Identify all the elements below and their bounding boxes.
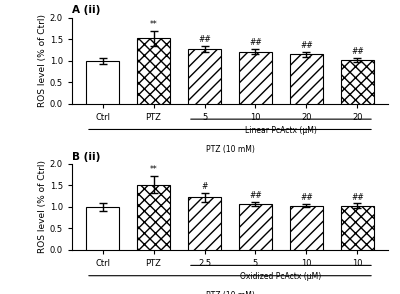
Bar [239, 204, 272, 250]
Text: **: ** [150, 165, 158, 174]
Text: #: # [201, 182, 208, 191]
Bar [188, 198, 221, 250]
Text: ##: ## [249, 191, 262, 200]
Bar [137, 185, 170, 250]
Text: PTZ (10 mM): PTZ (10 mM) [206, 291, 254, 294]
Bar [341, 60, 374, 104]
Bar [86, 207, 119, 250]
Text: ##: ## [351, 47, 364, 56]
Y-axis label: ROS level (% of Ctrl): ROS level (% of Ctrl) [38, 161, 47, 253]
Text: **: ** [150, 20, 158, 29]
Text: ##: ## [249, 38, 262, 47]
Text: B (ii): B (ii) [72, 152, 100, 162]
Text: Linear PcActx (μM): Linear PcActx (μM) [245, 126, 317, 135]
Bar [137, 38, 170, 104]
Text: Oxidized PcActx (μM): Oxidized PcActx (μM) [240, 272, 322, 281]
Bar [290, 206, 323, 250]
Bar [86, 61, 119, 104]
Bar [188, 49, 221, 104]
Bar [290, 54, 323, 104]
Bar [341, 206, 374, 250]
Text: ##: ## [351, 193, 364, 202]
Text: ##: ## [300, 41, 313, 50]
Text: ##: ## [198, 35, 211, 44]
Y-axis label: ROS level (% of Ctrl): ROS level (% of Ctrl) [38, 14, 47, 107]
Text: ##: ## [300, 193, 313, 202]
Text: A (ii): A (ii) [72, 6, 100, 16]
Bar [239, 52, 272, 104]
Text: PTZ (10 mM): PTZ (10 mM) [206, 145, 254, 154]
